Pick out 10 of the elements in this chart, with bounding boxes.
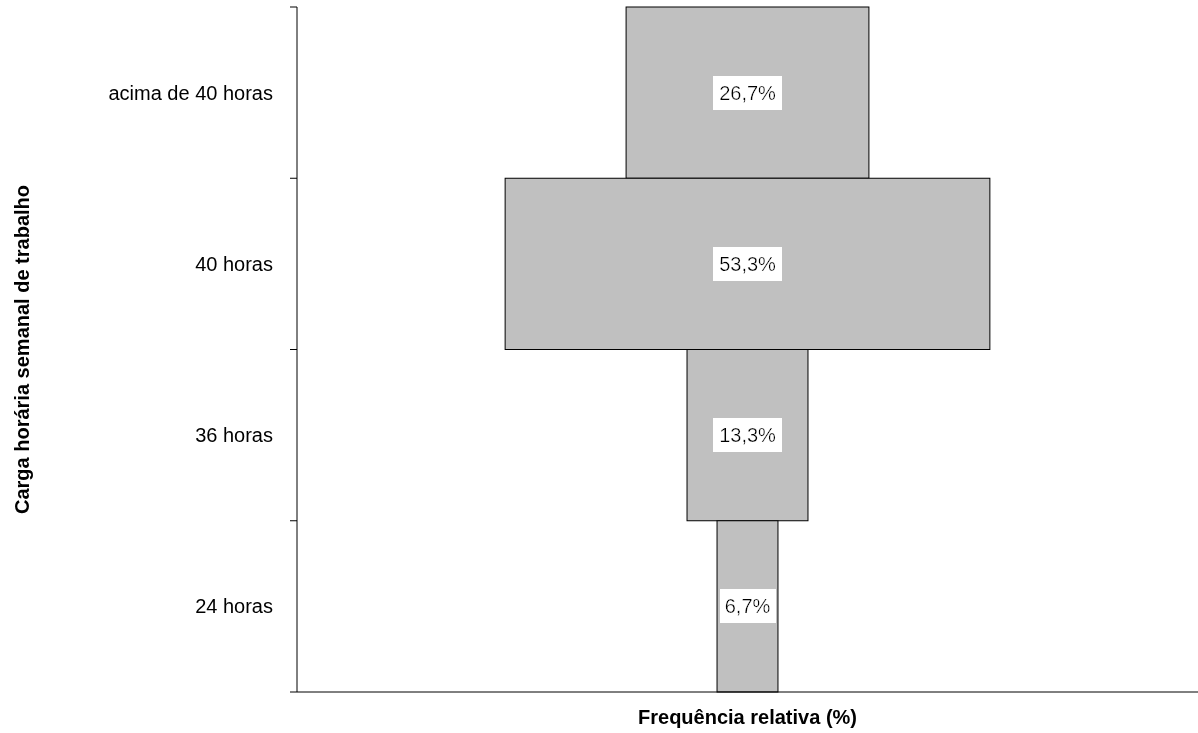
data-label: 26,7% — [719, 81, 777, 104]
category-label: acima de 40 horas — [108, 81, 273, 104]
data-label: 53,3% — [719, 252, 777, 275]
text: Frequência relativa (%) — [638, 706, 857, 728]
data-label: 13,3% — [719, 424, 777, 447]
data-label: 6,7% — [724, 595, 771, 618]
text: Carga horária semanal de trabalho — [11, 184, 33, 515]
category-label: 40 horas — [195, 252, 273, 275]
category-label: 24 horas — [195, 595, 273, 618]
category-label: 36 horas — [195, 424, 273, 447]
